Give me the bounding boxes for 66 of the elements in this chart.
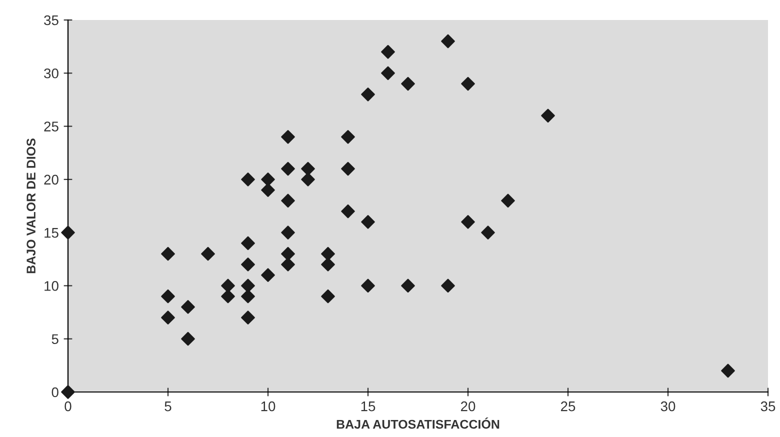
y-tick-label: 25 [44, 122, 58, 132]
y-tick-label: 35 [44, 15, 58, 26]
point [381, 44, 395, 59]
x-tick-label: 5 [164, 402, 172, 412]
y-tick-label: 10 [44, 281, 58, 291]
point [321, 258, 335, 272]
point [361, 278, 375, 293]
y-tick-label: 20 [44, 174, 58, 185]
point [61, 385, 75, 399]
point [321, 246, 335, 261]
y-tick-label: 30 [44, 68, 58, 78]
point [401, 278, 415, 293]
point [61, 226, 75, 240]
point [361, 87, 375, 102]
point [361, 215, 375, 229]
point [281, 162, 295, 176]
point [301, 162, 315, 176]
point [301, 172, 315, 186]
point [261, 183, 275, 197]
point [261, 172, 275, 186]
point [441, 278, 455, 293]
x-tick-label: 20 [460, 401, 476, 412]
point [281, 258, 295, 272]
x-tick-label: 30 [660, 401, 676, 412]
point [281, 226, 295, 240]
point [461, 76, 475, 91]
point [221, 278, 235, 293]
point [321, 289, 335, 304]
y-tick-label: 5 [52, 334, 58, 344]
point [461, 215, 475, 229]
point [441, 34, 455, 48]
point [721, 364, 735, 378]
point [181, 332, 195, 346]
x-tick-label: 35 [760, 401, 776, 412]
point [201, 246, 215, 261]
y-tick-label: 0 [52, 387, 58, 398]
point [281, 130, 295, 144]
point [161, 310, 175, 325]
point [481, 226, 495, 240]
point [161, 289, 175, 304]
point [241, 310, 255, 325]
x-tick-label: 0 [64, 401, 72, 412]
y-tick-label: 15 [44, 228, 58, 238]
point [281, 246, 295, 261]
point [341, 130, 355, 144]
point [281, 194, 295, 208]
point [161, 246, 175, 261]
point [241, 278, 255, 293]
point [401, 76, 415, 91]
point [221, 289, 235, 304]
point [341, 162, 355, 176]
point [381, 66, 395, 80]
y-axis-title: BAJO VALOR DE DIOS [26, 138, 36, 274]
point [241, 236, 255, 250]
x-axis-title: BAJA AUTOSATISFACCIÓN [336, 418, 500, 429]
x-tick-label: 15 [361, 402, 376, 412]
point [541, 108, 555, 123]
point [241, 258, 255, 272]
point [181, 300, 195, 314]
point [341, 204, 355, 218]
point [241, 289, 255, 304]
point [241, 172, 255, 186]
point [501, 194, 515, 208]
x-tick-label: 25 [560, 401, 576, 412]
x-tick-label: 10 [261, 401, 276, 412]
point [261, 268, 275, 282]
